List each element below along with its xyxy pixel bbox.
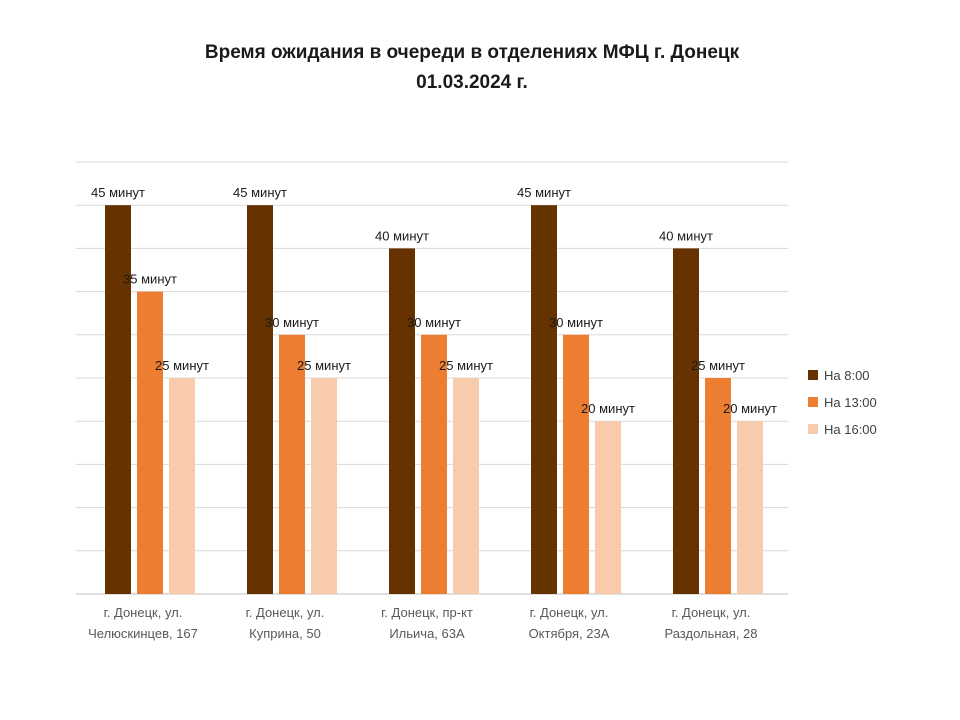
x-tick-label: г. Донецк, ул. <box>246 605 325 620</box>
data-label: 30 минут <box>549 315 603 330</box>
data-label: 30 минут <box>265 315 319 330</box>
x-tick-label: г. Донецк, ул. <box>530 605 609 620</box>
x-tick-label: г. Донецк, ул. <box>104 605 183 620</box>
legend-label-8: На 8:00 <box>824 367 870 383</box>
chart-subtitle: 01.03.2024 г. <box>416 72 528 93</box>
legend-label-13: На 13:00 <box>824 394 877 410</box>
bar <box>311 378 337 594</box>
data-label: 20 минут <box>723 401 777 416</box>
x-tick-label: г. Донецк, пр-кт <box>381 605 473 620</box>
legend: На 8:00 На 13:00 На 16:00 <box>808 366 948 447</box>
bar <box>421 334 447 594</box>
bar <box>531 205 557 594</box>
legend-item-13: На 13:00 <box>808 393 948 411</box>
x-tick-label: Куприна, 50 <box>249 626 321 641</box>
chart-title-block: Время ожидания в очереди в отделениях МФ… <box>0 38 944 98</box>
x-tick-label: Челюскинцев, 167 <box>88 626 198 641</box>
bar <box>737 421 763 594</box>
bar <box>247 205 273 594</box>
data-label: 40 минут <box>375 228 429 243</box>
legend-swatch-16 <box>808 424 818 434</box>
data-label: 30 минут <box>407 315 461 330</box>
data-label: 25 минут <box>297 358 351 373</box>
bar <box>169 378 195 594</box>
data-label: 25 минут <box>439 358 493 373</box>
bar <box>453 378 479 594</box>
data-label: 45 минут <box>91 185 145 200</box>
data-label: 45 минут <box>233 185 287 200</box>
legend-swatch-8 <box>808 370 818 380</box>
legend-swatch-13 <box>808 397 818 407</box>
legend-item-16: На 16:00 <box>808 420 948 438</box>
bar <box>595 421 621 594</box>
x-tick-label: Ильича, 63А <box>389 626 465 641</box>
bar <box>673 248 699 594</box>
data-label: 25 минут <box>155 358 209 373</box>
bar <box>705 378 731 594</box>
bar <box>279 334 305 594</box>
data-label: 20 минут <box>581 401 635 416</box>
data-label: 40 минут <box>659 228 713 243</box>
chart-title: Время ожидания в очереди в отделениях МФ… <box>204 42 740 63</box>
bar <box>105 205 131 594</box>
bar <box>389 248 415 594</box>
legend-item-8: На 8:00 <box>808 366 948 384</box>
legend-label-16: На 16:00 <box>824 421 877 437</box>
x-tick-label: г. Донецк, ул. <box>672 605 751 620</box>
data-label: 35 минут <box>123 272 177 287</box>
bar <box>563 334 589 594</box>
data-label: 25 минут <box>691 358 745 373</box>
bar <box>137 291 163 594</box>
x-tick-label: Октября, 23А <box>529 626 610 641</box>
x-tick-label: Раздольная, 28 <box>664 626 757 641</box>
data-label: 45 минут <box>517 185 571 200</box>
